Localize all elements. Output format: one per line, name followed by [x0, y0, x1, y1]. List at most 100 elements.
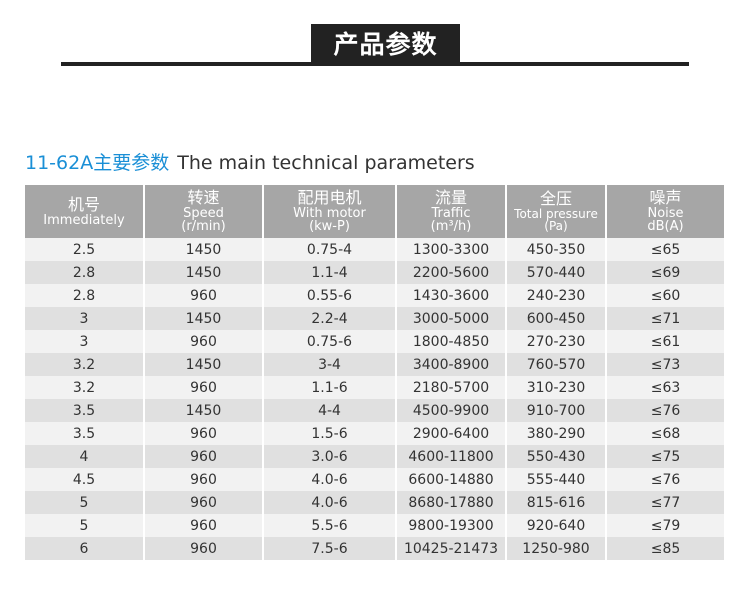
cell-noise: ≤76 — [606, 468, 724, 491]
header-cn: 全压 — [539, 189, 572, 208]
cell-traffic: 4600-11800 — [396, 445, 507, 468]
cell-pressure: 550-430 — [506, 445, 607, 468]
cell-noise: ≤60 — [606, 284, 724, 307]
cell-motor: 1.1-4 — [263, 261, 397, 284]
cell-noise: ≤61 — [606, 330, 724, 353]
cell-pressure: 570-440 — [506, 261, 607, 284]
cell-motor: 5.5-6 — [263, 514, 397, 537]
cell-speed: 960 — [144, 537, 264, 560]
header-en: Total pressure — [514, 207, 598, 221]
table-row: 3.5 1450 4-4 4500-9900 910-700 ≤76 — [25, 399, 724, 422]
cell-machine-no: 5 — [25, 514, 145, 537]
section-title-cn: 11-62A主要参数 — [25, 152, 170, 174]
cell-motor: 0.75-4 — [263, 238, 397, 261]
header-unit: (kw-P) — [309, 219, 350, 234]
cell-noise: ≤76 — [606, 399, 724, 422]
cell-noise: ≤63 — [606, 376, 724, 399]
cell-traffic: 10425-21473 — [396, 537, 507, 560]
header-machine-no: 机号 Immediately — [25, 185, 145, 238]
cell-machine-no: 3 — [25, 330, 145, 353]
cell-motor: 4-4 — [263, 399, 397, 422]
cell-machine-no: 3 — [25, 307, 145, 330]
cell-motor: 4.0-6 — [263, 468, 397, 491]
cell-speed: 1450 — [144, 307, 264, 330]
table-row: 3.2 960 1.1-6 2180-5700 310-230 ≤63 — [25, 376, 724, 399]
cell-motor: 3-4 — [263, 353, 397, 376]
cell-speed: 960 — [144, 445, 264, 468]
cell-machine-no: 3.5 — [25, 422, 145, 445]
header-unit: dB(A) — [647, 219, 684, 234]
cell-noise: ≤68 — [606, 422, 724, 445]
header-traffic: 流量 Traffic (m³/h) — [396, 185, 507, 238]
cell-traffic: 4500-9900 — [396, 399, 507, 422]
cell-noise: ≤65 — [606, 238, 724, 261]
table-row: 6 960 7.5-6 10425-21473 1250-980 ≤85 — [25, 537, 724, 560]
cell-speed: 960 — [144, 514, 264, 537]
header-en: Noise — [647, 206, 684, 221]
cell-noise: ≤85 — [606, 537, 724, 560]
cell-speed: 1450 — [144, 238, 264, 261]
header-speed: 转速 Speed (r/min) — [144, 185, 264, 238]
table-row: 2.5 1450 0.75-4 1300-3300 450-350 ≤65 — [25, 238, 724, 261]
cell-motor: 0.55-6 — [263, 284, 397, 307]
cell-motor: 3.0-6 — [263, 445, 397, 468]
cell-machine-no: 4 — [25, 445, 145, 468]
cell-speed: 1450 — [144, 261, 264, 284]
table-row: 4 960 3.0-6 4600-11800 550-430 ≤75 — [25, 445, 724, 468]
header-unit: (Pa) — [544, 219, 568, 233]
cell-pressure: 815-616 — [506, 491, 607, 514]
cell-traffic: 2180-5700 — [396, 376, 507, 399]
cell-traffic: 3400-8900 — [396, 353, 507, 376]
header-en: Immediately — [43, 212, 125, 228]
header-cn: 转速 — [187, 188, 220, 207]
cell-traffic: 6600-14880 — [396, 468, 507, 491]
cell-machine-no: 6 — [25, 537, 145, 560]
cell-speed: 960 — [144, 491, 264, 514]
header-cn: 噪声 — [649, 188, 682, 207]
cell-pressure: 240-230 — [506, 284, 607, 307]
cell-pressure: 310-230 — [506, 376, 607, 399]
table-row: 3.2 1450 3-4 3400-8900 760-570 ≤73 — [25, 353, 724, 376]
table-body: 2.5 1450 0.75-4 1300-3300 450-350 ≤65 2.8 1450 1… — [25, 238, 724, 560]
cell-noise: ≤79 — [606, 514, 724, 537]
header-en: Speed — [183, 206, 224, 221]
table-row: 4.5 960 4.0-6 6600-14880 555-440 ≤76 — [25, 468, 724, 491]
header-unit: (r/min) — [181, 219, 226, 234]
cell-speed: 960 — [144, 330, 264, 353]
section-title-en: The main technical parameters — [177, 152, 475, 174]
cell-machine-no: 3.5 — [25, 399, 145, 422]
cell-machine-no: 2.8 — [25, 284, 145, 307]
cell-noise: ≤77 — [606, 491, 724, 514]
section-title: 11-62A主要参数 The main technical parameters — [25, 148, 475, 175]
cell-noise: ≤75 — [606, 445, 724, 468]
cell-pressure: 1250-980 — [506, 537, 607, 560]
cell-pressure: 380-290 — [506, 422, 607, 445]
cell-noise: ≤73 — [606, 353, 724, 376]
cell-traffic: 1300-3300 — [396, 238, 507, 261]
header-en: With motor — [293, 206, 366, 221]
header-en: Traffic — [431, 206, 471, 221]
cell-speed: 1450 — [144, 399, 264, 422]
header-unit: (m³/h) — [430, 219, 472, 234]
cell-pressure: 450-350 — [506, 238, 607, 261]
header-motor: 配用电机 With motor (kw-P) — [263, 185, 397, 238]
table-row: 3 1450 2.2-4 3000-5000 600-450 ≤71 — [25, 307, 724, 330]
cell-motor: 1.5-6 — [263, 422, 397, 445]
cell-motor: 2.2-4 — [263, 307, 397, 330]
cell-motor: 1.1-6 — [263, 376, 397, 399]
header-noise: 噪声 Noise dB(A) — [606, 185, 724, 238]
banner-divider — [61, 62, 689, 66]
cell-speed: 960 — [144, 376, 264, 399]
cell-machine-no: 3.2 — [25, 376, 145, 399]
cell-motor: 4.0-6 — [263, 491, 397, 514]
table-row: 2.8 1450 1.1-4 2200-5600 570-440 ≤69 — [25, 261, 724, 284]
cell-traffic: 9800-19300 — [396, 514, 507, 537]
cell-machine-no: 4.5 — [25, 468, 145, 491]
table-row: 2.8 960 0.55-6 1430-3600 240-230 ≤60 — [25, 284, 724, 307]
table-row: 3.5 960 1.5-6 2900-6400 380-290 ≤68 — [25, 422, 724, 445]
table-header-row: 机号 Immediately 转速 Speed (r/min) 配用电机 Wit… — [25, 185, 724, 238]
cell-pressure: 910-700 — [506, 399, 607, 422]
cell-machine-no: 2.8 — [25, 261, 145, 284]
cell-motor: 0.75-6 — [263, 330, 397, 353]
header-cn: 流量 — [434, 188, 467, 207]
